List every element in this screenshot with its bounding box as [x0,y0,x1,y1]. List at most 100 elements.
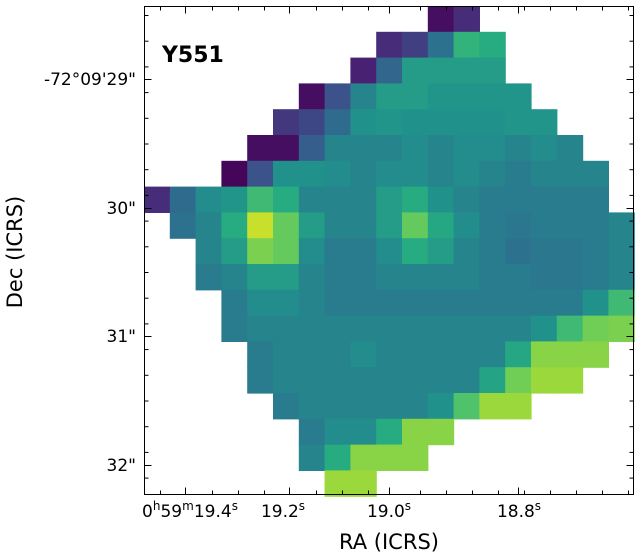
x-tick-labels: 0h59m19.4s 19.2s 19.0s 18.8s [142,499,541,522]
heatmap-cell [350,393,377,420]
axis-ticks [144,6,634,495]
heatmap-cell [453,57,480,84]
heatmap-cell [479,289,506,317]
heatmap-cell [324,83,351,110]
heatmap-cell [453,186,480,213]
heatmap-cells [144,6,635,497]
heatmap-cell [402,393,429,420]
heatmap-cell [556,289,584,317]
heatmap-cell [608,264,635,291]
heatmap-cell [324,212,351,239]
x-axis-label: RA (ICRS) [339,530,439,554]
heatmap-cell [582,212,609,239]
heatmap-cell [479,160,506,188]
heatmap-cell [582,186,609,213]
heatmap-cell [427,289,455,317]
heatmap-cell [582,264,609,291]
heatmap-cell [427,186,455,213]
x-tick-label: 19.0s [367,499,411,522]
heatmap-cell [453,109,480,136]
heatmap-cell [427,418,455,446]
heatmap-cell [350,238,377,265]
heatmap-cell [505,289,532,317]
heatmap-cell [427,135,455,162]
heatmap-cell [324,418,351,446]
heatmap-cell [273,367,300,394]
heatmap-cell [376,238,403,265]
heatmap-cell [453,367,480,394]
heatmap-cell [144,186,171,213]
heatmap-cell [479,109,506,136]
heatmap-cell [453,289,480,317]
heatmap-cell [376,57,403,84]
heatmap-cell [453,238,480,265]
heatmap-cell [324,186,351,213]
heatmap-cell [350,160,377,188]
heatmap-cell [505,109,532,136]
heatmap-cell [531,341,558,368]
heatmap-cell [298,264,326,291]
heatmap-cell [479,135,506,162]
heatmap-cell [556,264,584,291]
heatmap-cell [324,367,351,394]
heatmap-cell [273,341,300,368]
heatmap-cell [427,341,455,368]
heatmap-cell [427,160,455,188]
heatmap-cell [427,238,455,265]
y-tick-label: 31" [107,327,136,347]
heatmap-cell [376,264,403,291]
x-tick-label: 19.2s [261,499,305,522]
heatmap-cell [453,315,480,342]
heatmap-cell [479,31,506,59]
heatmap-cell [505,238,532,265]
heatmap-cell [479,393,506,420]
heatmap-cell [298,418,326,446]
heatmap-cell [350,135,377,162]
heatmap-cell [247,238,274,265]
heatmap-cell [531,135,558,162]
heatmap-cell [402,238,429,265]
y-tick-label: -72°09'29" [44,70,136,90]
heatmap-cell [556,212,584,239]
heatmap-cell [273,289,300,317]
heatmap-cell [376,212,403,239]
heatmap-cell [556,160,584,188]
x-tick-label: 18.8s [497,499,541,522]
heatmap-cell [298,186,326,213]
heatmap-cell [195,238,222,265]
heatmap-cell [273,186,300,213]
heatmap-cell [402,341,429,368]
heatmap-cell [324,264,351,291]
heatmap-cell [531,238,558,265]
heatmap-cell [298,315,326,342]
heatmap-cell [479,212,506,239]
heatmap-cell [582,341,609,368]
heatmap-cell [556,315,584,342]
heatmap-cell [376,418,403,446]
heatmap-cell [324,315,351,342]
heatmap-cell [402,444,429,471]
heatmap-cell [427,83,455,110]
heatmap-cell [505,264,532,291]
heatmap-cell [402,289,429,317]
heatmap-cell [608,315,635,342]
heatmap-cell [376,160,403,188]
heatmap-cell [273,160,300,188]
heatmap-cell [273,238,300,265]
heatmap-cell [427,212,455,239]
heatmap-cell [221,160,248,188]
heatmap-cell [556,341,584,368]
heatmap-cell [324,160,351,188]
heatmap-cell [505,135,532,162]
heatmap-cell [427,315,455,342]
heatmap-cell [376,186,403,213]
heatmap-cell [402,160,429,188]
heatmap-cell [427,6,455,33]
heatmap-cell [402,83,429,110]
y-tick-labels: -72°09'29" 30" 31" 32" [44,70,136,476]
heatmap-cell [247,289,274,317]
heatmap-cell [324,393,351,420]
heatmap-cell [298,289,326,317]
heatmap-cell [453,31,480,59]
